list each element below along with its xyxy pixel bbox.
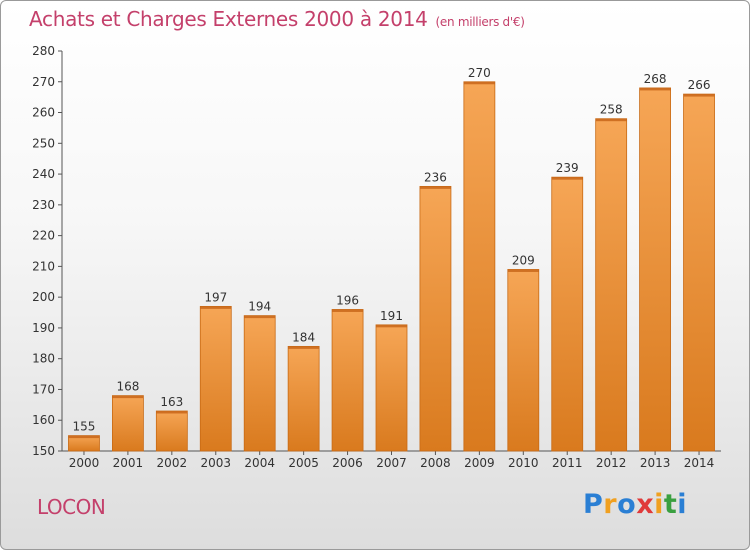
bar-top-edge [551,177,583,180]
logo-letter: o [617,489,637,520]
data-label: 270 [468,66,491,80]
bar-top-edge [244,315,276,319]
bar-top-edge [419,186,451,189]
bar-top-edge [639,87,671,91]
data-label: 191 [380,309,403,323]
x-tick-label: 2011 [552,456,583,470]
x-tick-label: 2004 [244,456,275,470]
bar [419,185,452,452]
x-tick-label: 2007 [376,456,407,470]
x-tick-label: 2014 [684,456,715,470]
logo-letter: i [654,489,664,520]
data-label: 239 [556,161,579,175]
bar-top-edge [156,411,188,414]
data-label: 194 [248,300,271,314]
x-tick-label: 2008 [420,456,451,470]
x-tick-label: 2006 [332,456,363,470]
bar-top-edge [376,324,407,328]
x-tick-label: 2012 [596,456,627,470]
bar [199,305,232,452]
bar [243,315,276,452]
y-tick-label: 270 [32,75,55,89]
bar-top-edge [507,269,539,272]
bar [331,309,364,452]
bar-top-edge [112,395,144,399]
data-label: 266 [688,78,711,92]
bar [375,324,408,452]
data-label: 268 [644,72,667,86]
y-tick-label: 170 [32,382,55,396]
y-tick-label: 200 [32,290,55,304]
y-tick-label: 280 [32,44,55,58]
bar [551,176,584,452]
chart-subtitle: (en milliers d'€) [435,15,525,29]
data-labels: 155 168 163 197 194 184 196 191 236 270 209 239 258 2… [73,66,711,434]
logo-letter: x [636,489,655,520]
town-name: LOCON [37,495,106,519]
bars [68,81,715,452]
chart-title: Achats et Charges Externes 2000 à 2014 (e… [29,7,525,31]
y-tick-label: 180 [32,352,55,366]
bar [155,410,188,452]
x-tick-label: 2001 [113,456,144,470]
data-label: 168 [116,380,139,394]
bar [287,345,320,452]
data-label: 209 [512,253,535,267]
y-tick-label: 250 [32,136,55,150]
x-tick-label: 2000 [69,456,100,470]
bar-top-edge [595,118,627,122]
x-tick-label: 2009 [464,456,495,470]
logo-letter: i [677,489,688,520]
x-tick-label: 2005 [288,456,319,470]
y-tick-label: 220 [32,229,55,243]
logo-letter: t [663,489,678,520]
bar [507,269,540,452]
bar [112,395,144,452]
data-label: 163 [160,395,183,409]
y-tick-label: 160 [32,413,55,427]
data-label: 155 [73,420,96,434]
data-label: 258 [600,103,623,117]
title-text: Achats et Charges Externes 2000 à 2014 [29,7,428,31]
bar-top-edge [683,94,715,97]
x-tick-label: 2013 [640,456,671,470]
y-tick-label: 260 [32,106,55,120]
logo-letter: P [583,489,604,520]
bar-top-edge [288,346,320,349]
data-label: 197 [204,290,227,304]
bar [595,118,628,452]
y-tick-label: 240 [32,167,55,181]
bar [639,87,671,452]
bar [463,81,496,452]
axes: 150 160 170 180 190 200 210 220 230 240 250 260 270 2… [32,44,721,470]
data-label: 184 [292,330,315,344]
bar [683,93,715,452]
data-label: 236 [424,170,447,184]
y-tick-label: 190 [32,321,55,335]
x-tick-label: 2003 [200,456,231,470]
x-tick-label: 2010 [508,456,539,470]
bar-top-edge [200,306,232,309]
bar-top-edge [68,435,100,439]
bar-top-edge [463,81,495,85]
proxiti-logo: Proxiti [583,489,687,520]
logo-letter: r [603,489,618,520]
x-tick-label: 2002 [157,456,188,470]
bar-top-edge [332,309,364,312]
y-tick-label: 230 [32,198,55,212]
y-tick-label: 150 [32,444,55,458]
data-label: 196 [336,293,359,307]
y-tick-label: 210 [32,259,55,273]
